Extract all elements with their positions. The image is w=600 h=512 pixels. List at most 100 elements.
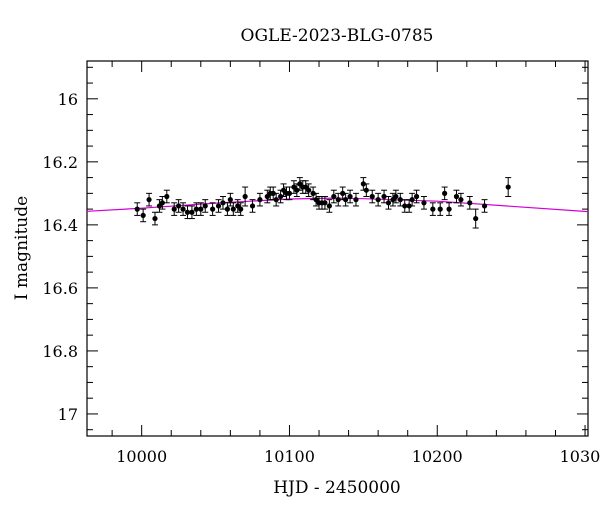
point-marker xyxy=(227,197,233,203)
data-point xyxy=(352,192,359,207)
data-point xyxy=(429,202,436,216)
data-point xyxy=(146,192,153,207)
data-point xyxy=(219,196,226,210)
point-marker xyxy=(453,193,460,200)
data-point xyxy=(151,211,158,226)
point-marker xyxy=(152,215,158,222)
point-marker xyxy=(442,190,448,196)
point-marker xyxy=(146,197,152,203)
point-marker xyxy=(467,200,473,206)
y-tick-label: 16.8 xyxy=(42,342,78,361)
data-point xyxy=(188,205,195,220)
data-point xyxy=(437,202,444,216)
data-point xyxy=(305,183,312,198)
y-axis-label: I magnitude xyxy=(12,196,32,300)
point-marker xyxy=(353,197,359,203)
data-point xyxy=(230,202,237,216)
point-marker xyxy=(140,212,146,219)
data-point xyxy=(290,180,297,194)
point-marker xyxy=(343,197,349,203)
data-point xyxy=(227,192,234,207)
point-marker xyxy=(381,193,387,200)
data-point xyxy=(413,189,420,204)
data-point xyxy=(505,177,512,198)
data-point xyxy=(453,189,460,204)
data-point xyxy=(209,202,216,216)
point-marker xyxy=(326,203,332,209)
data-point xyxy=(369,189,376,204)
y-tick-label: 16.2 xyxy=(42,153,78,172)
axis-ticks xyxy=(87,61,588,436)
point-marker xyxy=(220,200,226,206)
data-point xyxy=(375,192,382,207)
point-marker xyxy=(430,206,436,212)
point-marker xyxy=(363,187,369,193)
point-marker xyxy=(458,197,464,203)
data-point xyxy=(409,192,416,207)
point-marker xyxy=(273,197,279,203)
point-marker xyxy=(397,197,403,203)
point-marker xyxy=(198,206,204,212)
point-marker xyxy=(210,206,216,212)
point-marker xyxy=(473,215,479,222)
data-point xyxy=(441,186,448,201)
point-marker xyxy=(230,206,236,212)
point-marker xyxy=(402,203,408,209)
data-point xyxy=(326,199,333,213)
x-tick-label: 10100 xyxy=(264,447,315,466)
data-point xyxy=(175,199,182,213)
data-point xyxy=(466,196,473,210)
point-marker xyxy=(331,193,337,200)
data-point xyxy=(242,186,249,207)
point-marker xyxy=(202,203,208,209)
point-marker xyxy=(347,193,353,200)
data-point xyxy=(472,208,479,229)
point-marker xyxy=(164,193,170,200)
data-point xyxy=(224,202,231,216)
point-marker xyxy=(335,197,341,203)
data-point xyxy=(342,192,349,207)
data-point xyxy=(171,202,178,216)
data-point xyxy=(347,189,354,204)
data-point xyxy=(256,192,263,207)
data-point xyxy=(321,196,328,210)
y-tick-label: 16 xyxy=(58,90,78,109)
data-point xyxy=(273,192,280,207)
x-tick-label: 10000 xyxy=(116,447,167,466)
point-marker xyxy=(159,200,165,206)
point-marker xyxy=(306,187,312,193)
point-marker xyxy=(409,197,415,203)
point-marker xyxy=(481,203,488,209)
data-point xyxy=(330,189,337,204)
point-marker xyxy=(224,206,230,212)
point-marker xyxy=(446,206,452,212)
data-point xyxy=(249,199,256,213)
data-points-group xyxy=(134,177,512,229)
point-marker xyxy=(176,203,182,209)
chart-title: OGLE-2023-BLG-0785 xyxy=(241,26,434,46)
y-tick-label: 16.4 xyxy=(42,216,78,235)
axis-tick-labels: 10000 10100 10200 10300 16 16.2 16.4 16.6 16.8 17 xyxy=(42,90,600,466)
plot-frame xyxy=(86,60,589,437)
point-marker xyxy=(193,206,199,212)
data-point xyxy=(457,192,464,207)
data-point xyxy=(296,177,303,191)
data-point xyxy=(140,208,147,223)
point-marker xyxy=(215,203,222,209)
point-marker xyxy=(413,193,420,200)
data-point xyxy=(134,202,141,216)
data-point xyxy=(180,202,187,216)
data-point xyxy=(215,199,222,213)
point-marker xyxy=(171,206,177,212)
data-point xyxy=(481,199,488,213)
point-marker xyxy=(385,200,392,206)
point-marker xyxy=(242,193,248,200)
data-point xyxy=(286,186,293,201)
data-point xyxy=(156,199,163,213)
x-tick-label: 10200 xyxy=(412,447,463,466)
y-tick-label: 16.6 xyxy=(42,279,78,298)
point-marker xyxy=(322,200,328,206)
data-point xyxy=(446,202,453,216)
data-point xyxy=(202,199,209,213)
